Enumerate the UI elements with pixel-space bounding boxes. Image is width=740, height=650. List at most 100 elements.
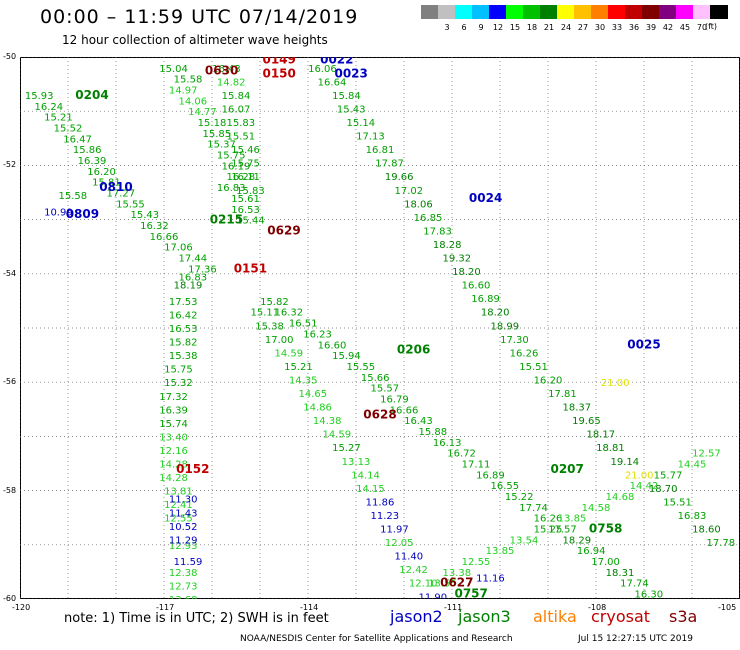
pass-time-label: 0023 — [334, 66, 367, 80]
wave-height-label: 12.10 — [409, 579, 438, 590]
colorbar-label: 6 — [461, 23, 467, 32]
wave-height-label: 14.77 — [188, 107, 217, 118]
colorbar-swatch — [608, 5, 626, 19]
wave-height-label: 15.44 — [236, 216, 265, 227]
colorbar-swatch — [642, 5, 660, 19]
wave-height-label: 17.30 — [500, 335, 529, 346]
wave-height-label: 16.20 — [534, 375, 563, 386]
wave-height-label: 14.58 — [582, 503, 611, 514]
colorbar-swatch — [557, 5, 575, 19]
wave-height-label: 13.85 — [486, 546, 515, 557]
wave-height-label: 18.19 — [174, 281, 203, 292]
wave-height-label: 13.38 — [442, 568, 471, 579]
wave-height-label: 18.81 — [596, 443, 625, 454]
wave-height-label: 13.85 — [558, 514, 587, 525]
credit-text: NOAA/NESDIS Center for Satellite Applica… — [240, 634, 513, 644]
wave-height-label: 15.43 — [130, 210, 159, 221]
wave-height-label: 11.30 — [169, 495, 198, 506]
lat-tick-label: -58 — [3, 485, 17, 495]
wave-height-label: 11.29 — [169, 535, 198, 546]
wave-height-label: 12.42 — [399, 565, 428, 576]
wave-height-label: 15.22 — [505, 492, 534, 503]
wave-height-label: 17.02 — [394, 186, 423, 197]
wave-height-label: 21.00 — [625, 470, 654, 481]
wave-height-label: 16.32 — [274, 308, 303, 319]
wave-height-label: 16.72 — [447, 449, 476, 460]
wave-height-label: 15.27 — [332, 443, 361, 454]
colorbar-swatch — [591, 5, 609, 19]
wave-height-label: 17.27 — [106, 189, 135, 200]
wave-height-label: 17.06 — [164, 243, 193, 254]
wave-height-label: 12.41 — [164, 500, 193, 511]
wave-height-label: 16.26 — [534, 514, 563, 525]
wave-height-label: 18.60 — [692, 525, 721, 536]
pass-time-label: 0151 — [234, 261, 267, 275]
wave-height-label: 15.77 — [654, 470, 683, 481]
wave-height-label: 12.55 — [462, 557, 491, 568]
wave-height-label: 19.32 — [442, 254, 471, 265]
wave-height-label: 15.04 — [159, 64, 188, 75]
page-subtitle: 12 hour collection of altimeter wave hei… — [62, 33, 328, 47]
lon-tick-label: -114 — [300, 603, 319, 612]
wave-height-label: 16.32 — [140, 221, 169, 232]
colorbar-swatch — [625, 5, 643, 19]
wave-height-label: 16.83 — [217, 183, 246, 194]
wave-height-label: 18.37 — [562, 403, 591, 414]
wave-height-label: 15.38 — [255, 321, 284, 332]
wave-height-label: 16.23 — [303, 329, 332, 340]
wave-height-label: 14.06 — [178, 96, 207, 107]
pass-time-label: 0150 — [262, 66, 295, 80]
wave-height-label: 15.88 — [418, 427, 447, 438]
pass-time-label: 0024 — [469, 191, 502, 205]
legend-item-s3a: s3a — [669, 607, 698, 626]
wave-height-label: 11.59 — [174, 557, 203, 568]
wave-height-label: 14.86 — [303, 403, 332, 414]
wave-height-label: 12.57 — [692, 449, 721, 460]
wave-height-label: 15.83 — [236, 186, 265, 197]
wave-height-label: 14.59 — [274, 348, 303, 359]
wave-height-label: 14.35 — [289, 375, 318, 386]
wave-height-label: 14.42 — [630, 481, 659, 492]
colorbar-label: 42 — [662, 23, 674, 32]
wave-height-label: 16.47 — [63, 134, 92, 145]
colorbar-swatch — [523, 5, 541, 19]
wave-height-label: 15.85 — [202, 129, 231, 140]
colorbar-swatch — [659, 5, 677, 19]
wave-height-label: 13.13 — [342, 457, 371, 468]
wave-height-label: 18.20 — [481, 308, 510, 319]
wave-height-label: 17.74 — [620, 579, 649, 590]
wave-height-label: 18.06 — [404, 199, 433, 210]
wave-height-label: 14.82 — [217, 77, 246, 88]
lon-tick-label: -105 — [718, 603, 737, 612]
wave-height-label: 15.11 — [250, 308, 279, 319]
wave-height-label: 11.43 — [169, 508, 198, 519]
pass-time-label: 0809 — [66, 207, 99, 221]
wave-height-label: 16.83 — [178, 273, 207, 284]
wave-height-label: 18.17 — [586, 430, 615, 441]
colorbar-label: 27 — [577, 23, 589, 32]
wave-height-label: 15.84 — [222, 91, 251, 102]
colorbar-swatch — [676, 5, 694, 19]
wave-height-label: 14.15 — [356, 484, 385, 495]
wave-height-label: 12.38 — [169, 568, 198, 579]
wave-height-label: 15.94 — [332, 351, 361, 362]
colorbar-swatch — [472, 5, 490, 19]
wave-height-label: 16.39 — [78, 156, 107, 167]
colorbar-label: 24 — [560, 23, 572, 32]
wave-height-label: 17.00 — [265, 335, 294, 346]
wave-height-label: 15.81 — [92, 178, 121, 189]
wave-height-label: 15.93 — [25, 91, 54, 102]
wave-height-label: 16.24 — [34, 102, 63, 113]
wave-height-label: 17.00 — [591, 557, 620, 568]
wave-height-label: 14.59 — [322, 430, 351, 441]
wave-height-label: 16.28 — [226, 172, 255, 183]
wave-height-label: 17.81 — [548, 389, 577, 400]
wave-height-label: 17.11 — [462, 460, 491, 471]
wave-height-label: 16.06 — [308, 64, 337, 75]
wave-height-label: 14.68 — [606, 492, 635, 503]
wave-height-label: 14.28 — [159, 473, 188, 484]
colorbar-label: 18 — [526, 23, 538, 32]
page-title: 00:00 – 11:59 UTC 07/14/2019 — [40, 6, 359, 28]
wave-height-label: 17.83 — [423, 226, 452, 237]
wave-height-label: 14.28 — [159, 460, 188, 471]
